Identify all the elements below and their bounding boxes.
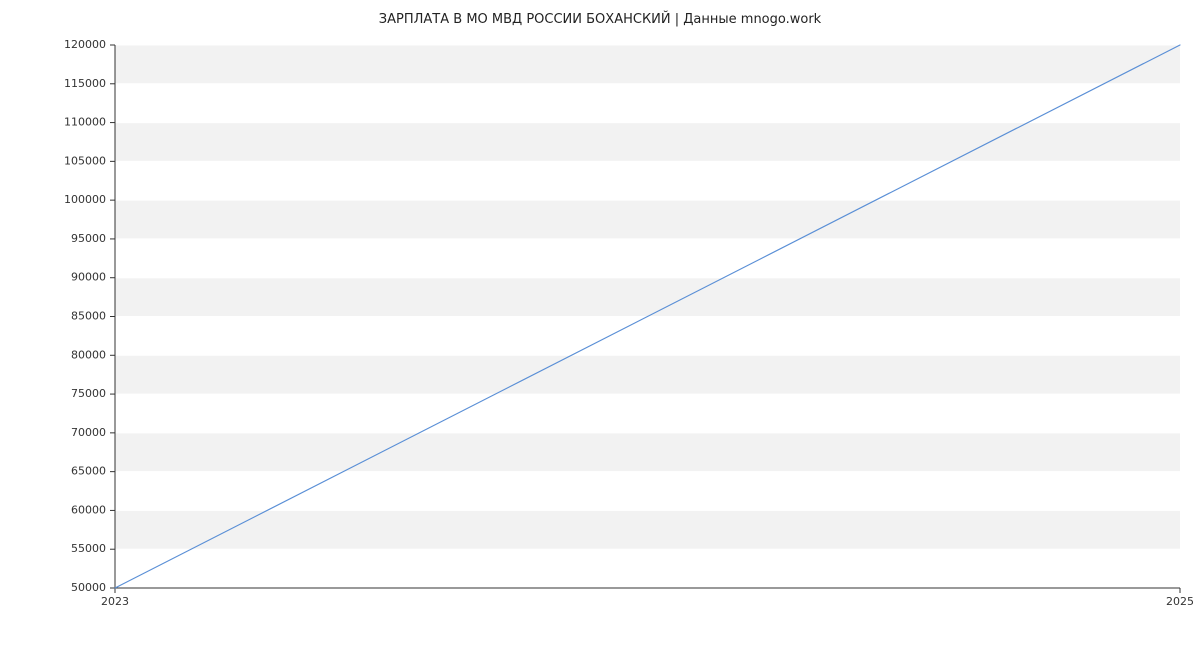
y-tick-label: 55000 [71,542,106,555]
grid-stripe [115,84,1180,123]
grid-stripe [115,510,1180,549]
line-chart: 50000 55000 60000 65000 70000 75000 80000 85000… [0,0,1200,650]
y-tick-label: 50000 [71,581,106,594]
y-tick-label: 100000 [64,193,106,206]
y-tick-label: 60000 [71,503,106,516]
y-tick-label: 90000 [71,271,106,284]
grid-stripe [115,278,1180,317]
y-tick-label: 70000 [71,426,106,439]
y-tick-label: 65000 [71,465,106,478]
grid-stripe [115,123,1180,162]
chart-title: ЗАРПЛАТА В МО МВД РОССИИ БОХАНСКИЙ | Дан… [0,12,1200,27]
grid-stripe [115,355,1180,394]
grid-stripe [115,200,1180,239]
grid-stripe [115,161,1180,200]
grid-stripe [115,45,1180,84]
x-tick-label: 2023 [101,595,129,608]
grid-stripe [115,394,1180,433]
grid-stripe [115,472,1180,511]
y-tick-label: 95000 [71,232,106,245]
x-tick-label: 2025 [1166,595,1194,608]
y-tick-label: 110000 [64,116,106,129]
y-tick-label: 120000 [64,38,106,51]
y-tick-label: 85000 [71,310,106,323]
grid-stripe [115,549,1180,588]
y-tick-label: 80000 [71,348,106,361]
grid-stripe [115,433,1180,472]
grid-stripe [115,317,1180,356]
y-tick-label: 115000 [64,77,106,90]
chart-container: { "chart": { "type": "line", "title": "З… [0,0,1200,650]
y-tick-label: 105000 [64,154,106,167]
grid-stripe [115,239,1180,278]
y-tick-label: 75000 [71,387,106,400]
